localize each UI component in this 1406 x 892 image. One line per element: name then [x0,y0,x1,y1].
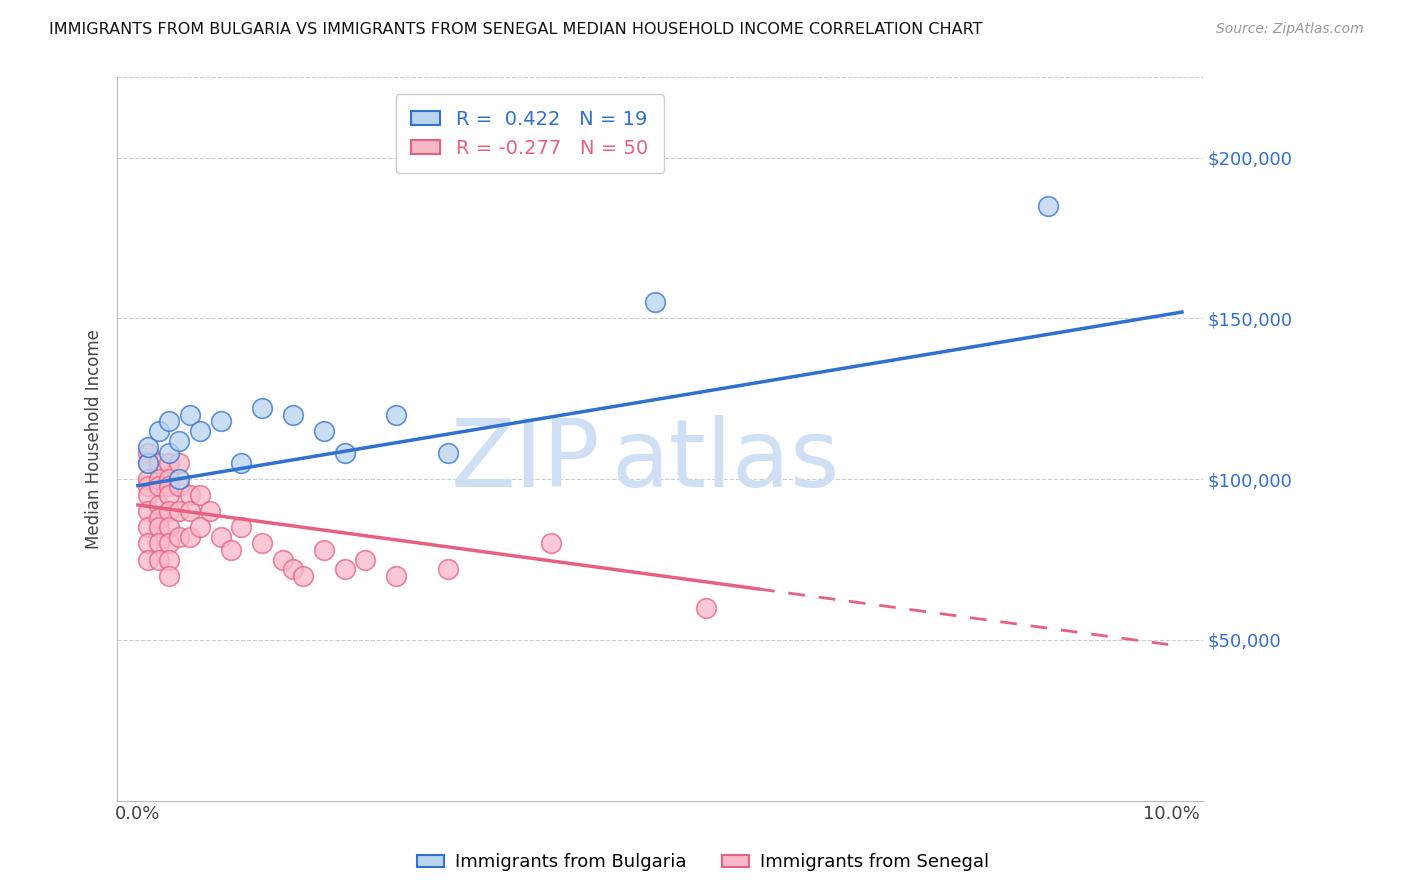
Text: Source: ZipAtlas.com: Source: ZipAtlas.com [1216,22,1364,37]
Point [157,414,180,428]
Point [136,488,159,502]
Point [148,424,170,438]
Point [385,568,408,582]
Point [148,510,170,524]
Point [157,568,180,582]
Point [644,295,666,310]
Point [167,456,190,470]
Point [157,478,180,492]
Point [167,504,190,518]
Point [695,600,717,615]
Point [179,488,201,502]
Point [157,504,180,518]
Point [312,424,335,438]
Point [136,456,159,470]
Point [281,408,304,422]
Point [188,520,211,534]
Point [231,456,253,470]
Point [157,446,180,460]
Point [209,414,232,428]
Point [250,401,273,416]
Point [188,424,211,438]
Point [333,562,356,576]
Point [148,536,170,550]
Point [136,520,159,534]
Point [292,568,315,582]
Point [148,456,170,470]
Point [136,456,159,470]
Point [167,434,190,448]
Point [179,408,201,422]
Point [200,504,222,518]
Point [136,472,159,486]
Point [437,446,460,460]
Point [136,552,159,566]
Point [188,488,211,502]
Point [157,488,180,502]
Point [312,542,335,557]
Point [157,552,180,566]
Text: atlas: atlas [612,415,839,507]
Point [219,542,242,557]
Point [179,504,201,518]
Point [231,520,253,534]
Point [148,552,170,566]
Point [136,478,159,492]
Point [179,530,201,544]
Point [148,478,170,492]
Point [148,520,170,534]
Point [250,536,273,550]
Y-axis label: Median Household Income: Median Household Income [86,329,103,549]
Point [333,446,356,460]
Point [167,530,190,544]
Point [148,472,170,486]
Point [209,530,232,544]
Point [157,520,180,534]
Point [157,472,180,486]
Point [136,504,159,518]
Point [1036,199,1059,213]
Legend: R =  0.422   N = 19, R = -0.277   N = 50: R = 0.422 N = 19, R = -0.277 N = 50 [395,95,664,173]
Point [157,536,180,550]
Point [385,408,408,422]
Point [136,446,159,460]
Point [157,456,180,470]
Point [354,552,377,566]
Point [136,536,159,550]
Legend: Immigrants from Bulgaria, Immigrants from Senegal: Immigrants from Bulgaria, Immigrants fro… [409,847,997,879]
Text: IMMIGRANTS FROM BULGARIA VS IMMIGRANTS FROM SENEGAL MEDIAN HOUSEHOLD INCOME CORR: IMMIGRANTS FROM BULGARIA VS IMMIGRANTS F… [49,22,983,37]
Point [148,498,170,512]
Text: ZIP: ZIP [450,415,600,507]
Point [167,478,190,492]
Point [167,472,190,486]
Point [437,562,460,576]
Point [136,440,159,454]
Point [540,536,562,550]
Point [281,562,304,576]
Point [271,552,294,566]
